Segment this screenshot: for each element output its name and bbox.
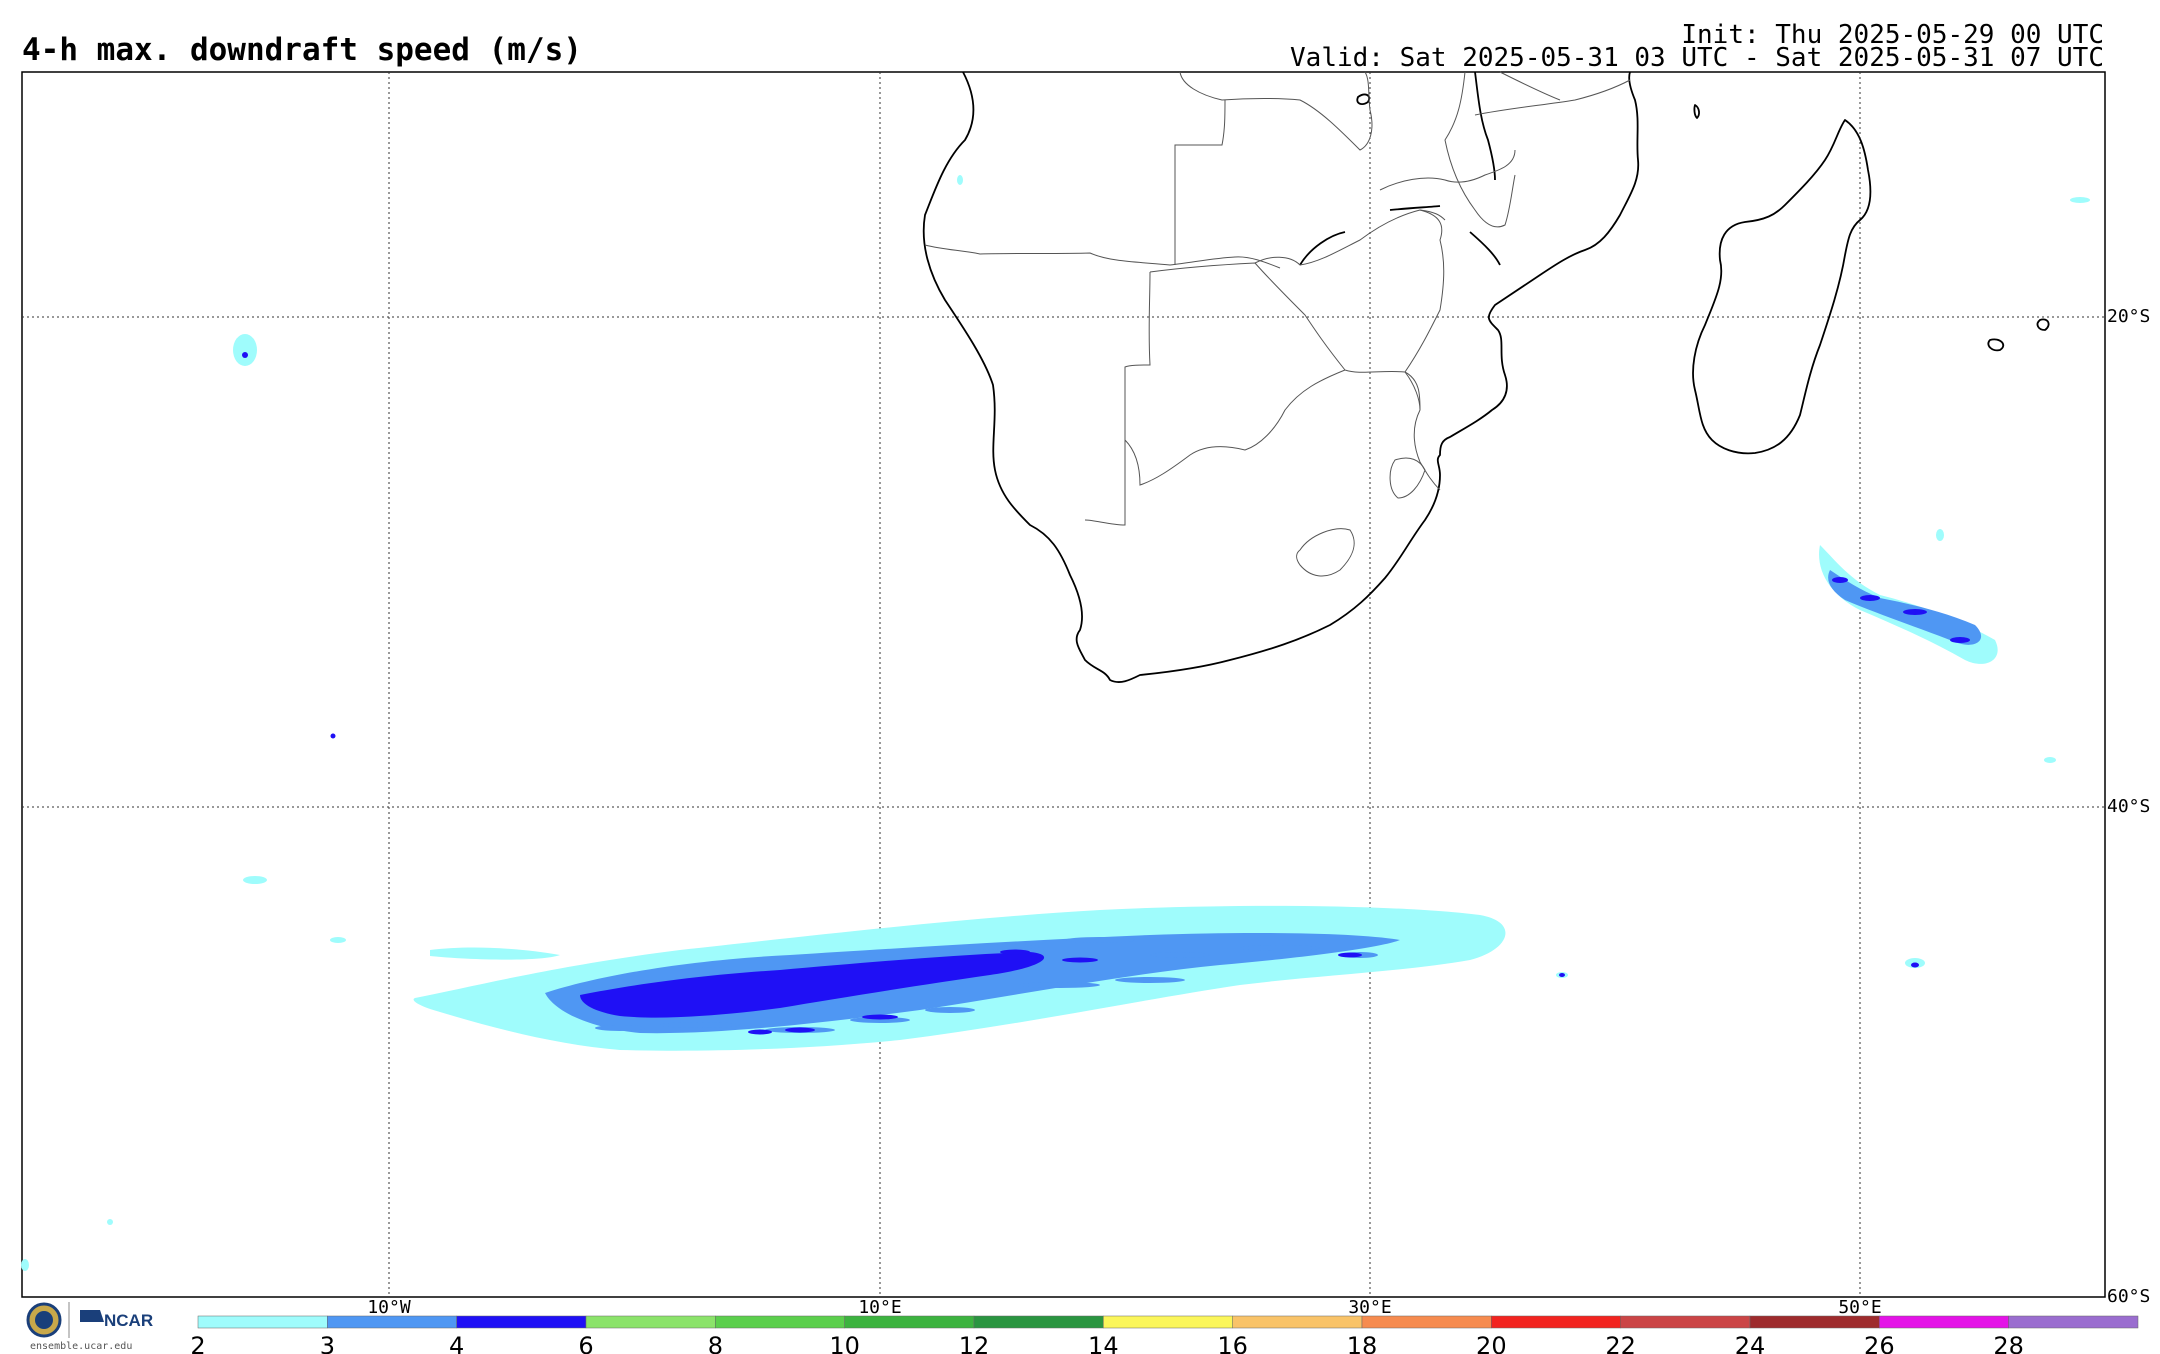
botswana-south-border — [1124, 369, 1346, 486]
colorbar-swatch — [973, 1315, 1104, 1329]
ncar-logo-text: NCAR — [104, 1311, 154, 1330]
lake-malawi — [1474, 71, 1496, 181]
country-borders — [924, 71, 1631, 577]
colorbar-swatch — [585, 1315, 716, 1329]
colorbar-label: 6 — [578, 1332, 593, 1354]
colorbar-swatch — [197, 1315, 328, 1329]
colorbar-swatch — [456, 1315, 587, 1329]
colorbar-label: 18 — [1347, 1332, 1378, 1354]
madagascar-coast — [1692, 119, 1872, 455]
kenya-tanzania-border — [1499, 71, 1561, 101]
angola-zambia-border — [1174, 99, 1226, 265]
colorbar-swatch — [1749, 1315, 1880, 1329]
tanzania-border — [1379, 149, 1516, 191]
colorbar-label: 2 — [190, 1332, 205, 1354]
colorbar-swatch — [1232, 1315, 1363, 1329]
source-url: ensemble.ucar.edu — [30, 1341, 133, 1352]
lake-kariba — [1299, 231, 1346, 266]
coastlines — [922, 71, 2050, 683]
colorbar-label: 22 — [1605, 1332, 1636, 1354]
lake-victoria — [1356, 93, 1371, 105]
downdraft-contour-2-3-tail — [430, 947, 560, 960]
colorbar-label: 28 — [1993, 1332, 2024, 1354]
tanzania-mozambique-border — [1474, 79, 1631, 116]
colorbar-swatch — [1361, 1315, 1492, 1329]
colorbar-swatch — [1879, 1315, 2009, 1329]
downdraft-cell-east-dark — [1832, 577, 1970, 643]
reunion — [2036, 318, 2050, 331]
colorbar-swatch — [1620, 1315, 1751, 1329]
graticule — [22, 72, 2105, 1297]
init-time: Init: Thu 2025-05-29 00 UTC — [1681, 20, 2104, 50]
lon-label-10e: 10°E — [858, 1297, 901, 1318]
map-title: 4-h max. downdraft speed (m/s) — [22, 32, 582, 68]
colorbar-label: 3 — [320, 1332, 335, 1354]
colorbar-swatch — [1103, 1315, 1233, 1329]
lat-label-60s: 60°S — [2107, 1286, 2150, 1307]
valid-time: Valid: Sat 2025-05-31 03 UTC - Sat 2025-… — [1290, 43, 2104, 73]
lake-tanganyika-south — [1389, 205, 1441, 211]
mauritius — [1987, 338, 2005, 352]
lon-labels: 10°W 10°E 30°E 50°E — [367, 1297, 1881, 1318]
colorbar-label: 8 — [708, 1332, 723, 1354]
malawi-border — [1444, 71, 1516, 228]
angola-namibia-border — [924, 244, 1281, 269]
lesotho-border — [1296, 528, 1355, 577]
mozambique-border — [1404, 371, 1421, 463]
downdraft-streaks-dark — [748, 949, 1362, 1035]
colorbar-swatch — [2008, 1315, 2139, 1329]
lon-label-10w: 10°W — [367, 1297, 411, 1318]
map-frame — [21, 71, 2106, 1298]
lon-label-50e: 50°E — [1838, 1297, 1881, 1318]
colorbar-swatch — [844, 1315, 975, 1329]
lon-label-30e: 30°E — [1348, 1297, 1391, 1318]
logos — [26, 1302, 104, 1338]
cahora-bassa — [1469, 231, 1501, 266]
downdraft-field — [21, 175, 2090, 1271]
colorbar-swatch — [1491, 1315, 1621, 1329]
zimbabwe-mozambique-border — [1404, 209, 1445, 373]
colorbar: 2 3 4 6 8 10 12 14 16 18 20 22 24 26 28 — [190, 1315, 2139, 1354]
colorbar-label: 12 — [959, 1332, 990, 1354]
lat-labels: 20°S 40°S 60°S — [2107, 306, 2150, 1307]
zambia-zimbabwe-border — [1254, 209, 1446, 266]
downdraft-cell-east-mid — [1828, 570, 1982, 645]
colorbar-swatch — [327, 1315, 457, 1329]
colorbar-label: 4 — [449, 1332, 464, 1354]
colorbar-swatch — [715, 1315, 845, 1329]
colorbar-label: 26 — [1864, 1332, 1895, 1354]
comoros — [1693, 104, 1700, 119]
lat-label-20s: 20°S — [2107, 306, 2150, 327]
rsa-mozambique-border — [1419, 461, 1441, 491]
africa-coast — [922, 71, 1640, 683]
zambia-drc-border — [1179, 71, 1373, 151]
colorbar-label: 24 — [1735, 1332, 1766, 1354]
namibia-botswana-border — [1084, 271, 1151, 526]
colorbar-label: 10 — [829, 1332, 860, 1354]
lat-label-40s: 40°S — [2107, 796, 2150, 817]
colorbar-label: 16 — [1217, 1332, 1248, 1354]
downdraft-contour-4-6 — [580, 952, 1045, 1018]
downdraft-specks-dark — [242, 352, 1919, 977]
ncar-logo-icon — [80, 1310, 104, 1322]
eswatini-border — [1389, 457, 1426, 499]
colorbar-label: 20 — [1476, 1332, 1507, 1354]
colorbar-label: 14 — [1088, 1332, 1119, 1354]
